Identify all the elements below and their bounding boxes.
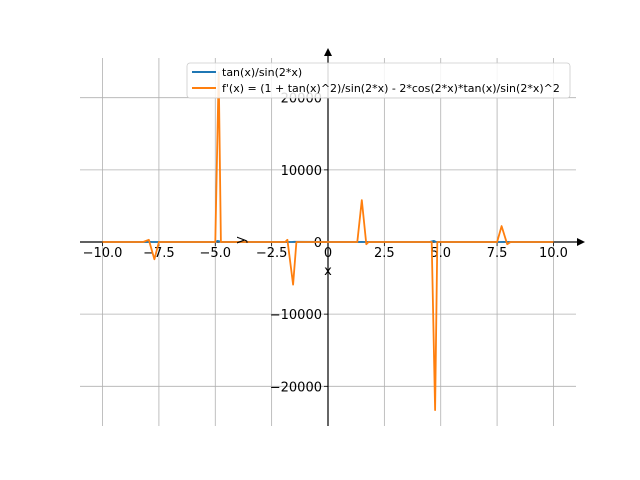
series-lines (102, 71, 554, 412)
legend: tan(x)/sin(2*x) f'(x) = (1 + tan(x)^2)/s… (186, 62, 571, 99)
x-tick-label-7: 7.5 (487, 246, 508, 261)
x-axis-arrow (577, 238, 585, 246)
x-tick-label-0: −10.0 (83, 246, 123, 261)
x-tick-label-1: −7.5 (143, 246, 175, 261)
y-tick-label-1: −10000 (270, 308, 322, 323)
tick-labels: −10.0 −7.5 −5.0 −2.5 0 2.5 5.0 7.5 10.0 −20000 −10… (83, 92, 568, 396)
x-tick-label-4: 0 (324, 246, 332, 261)
legend-box (186, 62, 571, 99)
legend-entry-tan: tan(x)/sin(2*x) (222, 66, 302, 79)
x-tick-label-3: −2.5 (256, 246, 288, 261)
x-tick-label-8: 10.0 (539, 246, 568, 261)
y-tick-label-2: 0 (314, 236, 322, 251)
legend-entry-derivative: f'(x) = (1 + tan(x)^2)/sin(2*x) - 2*cos(… (222, 82, 560, 95)
y-axis-label: y (234, 236, 249, 244)
x-axis-label: x (324, 264, 332, 279)
x-tick-label-6: 5.0 (430, 246, 451, 261)
axes (80, 48, 585, 426)
x-tick-label-5: 2.5 (374, 246, 395, 261)
series-line-1 (102, 71, 554, 412)
y-tick-label-0: −20000 (270, 380, 322, 395)
y-axis-arrow (324, 48, 332, 56)
x-tick-label-2: −5.0 (199, 246, 231, 261)
y-tick-label-3: 10000 (281, 164, 322, 179)
